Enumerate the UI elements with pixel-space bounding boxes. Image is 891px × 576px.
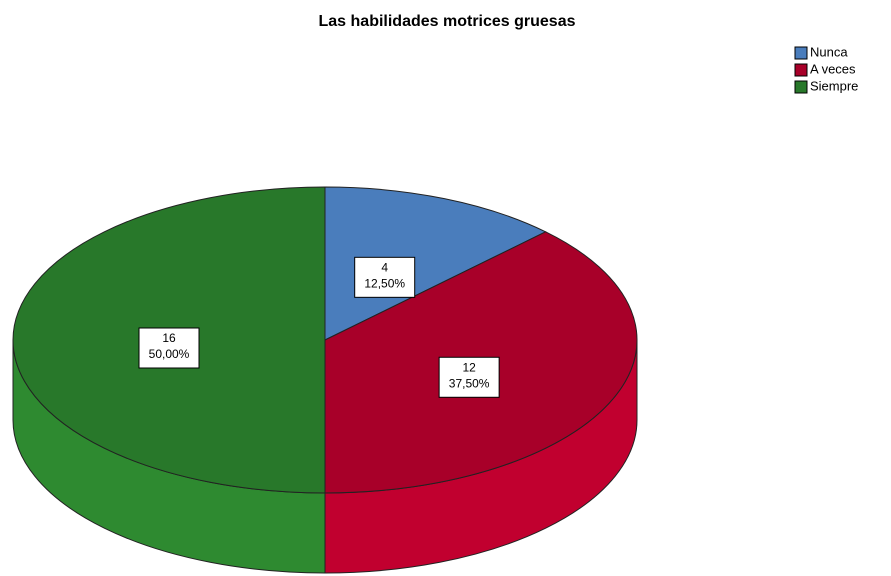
legend-label: Siempre [810, 78, 858, 93]
data-label-percent: 12,50% [364, 276, 405, 290]
legend-label: A veces [810, 61, 856, 76]
data-label-box [138, 327, 200, 369]
chart-title: Las habilidades motrices gruesas [319, 13, 576, 30]
pie-slice [324, 186, 547, 341]
data-label-count: 16 [162, 331, 176, 345]
data-label-count: 12 [462, 360, 476, 374]
legend-swatch [794, 80, 808, 94]
legend-label: Nunca [810, 44, 848, 59]
legend-swatch [794, 46, 808, 60]
legend-swatch [794, 63, 808, 77]
data-label-box [354, 256, 416, 298]
data-label-percent: 50,00% [149, 347, 190, 361]
data-label-box [438, 356, 500, 398]
data-label-count: 4 [381, 260, 388, 274]
data-label-percent: 37,50% [449, 376, 490, 390]
